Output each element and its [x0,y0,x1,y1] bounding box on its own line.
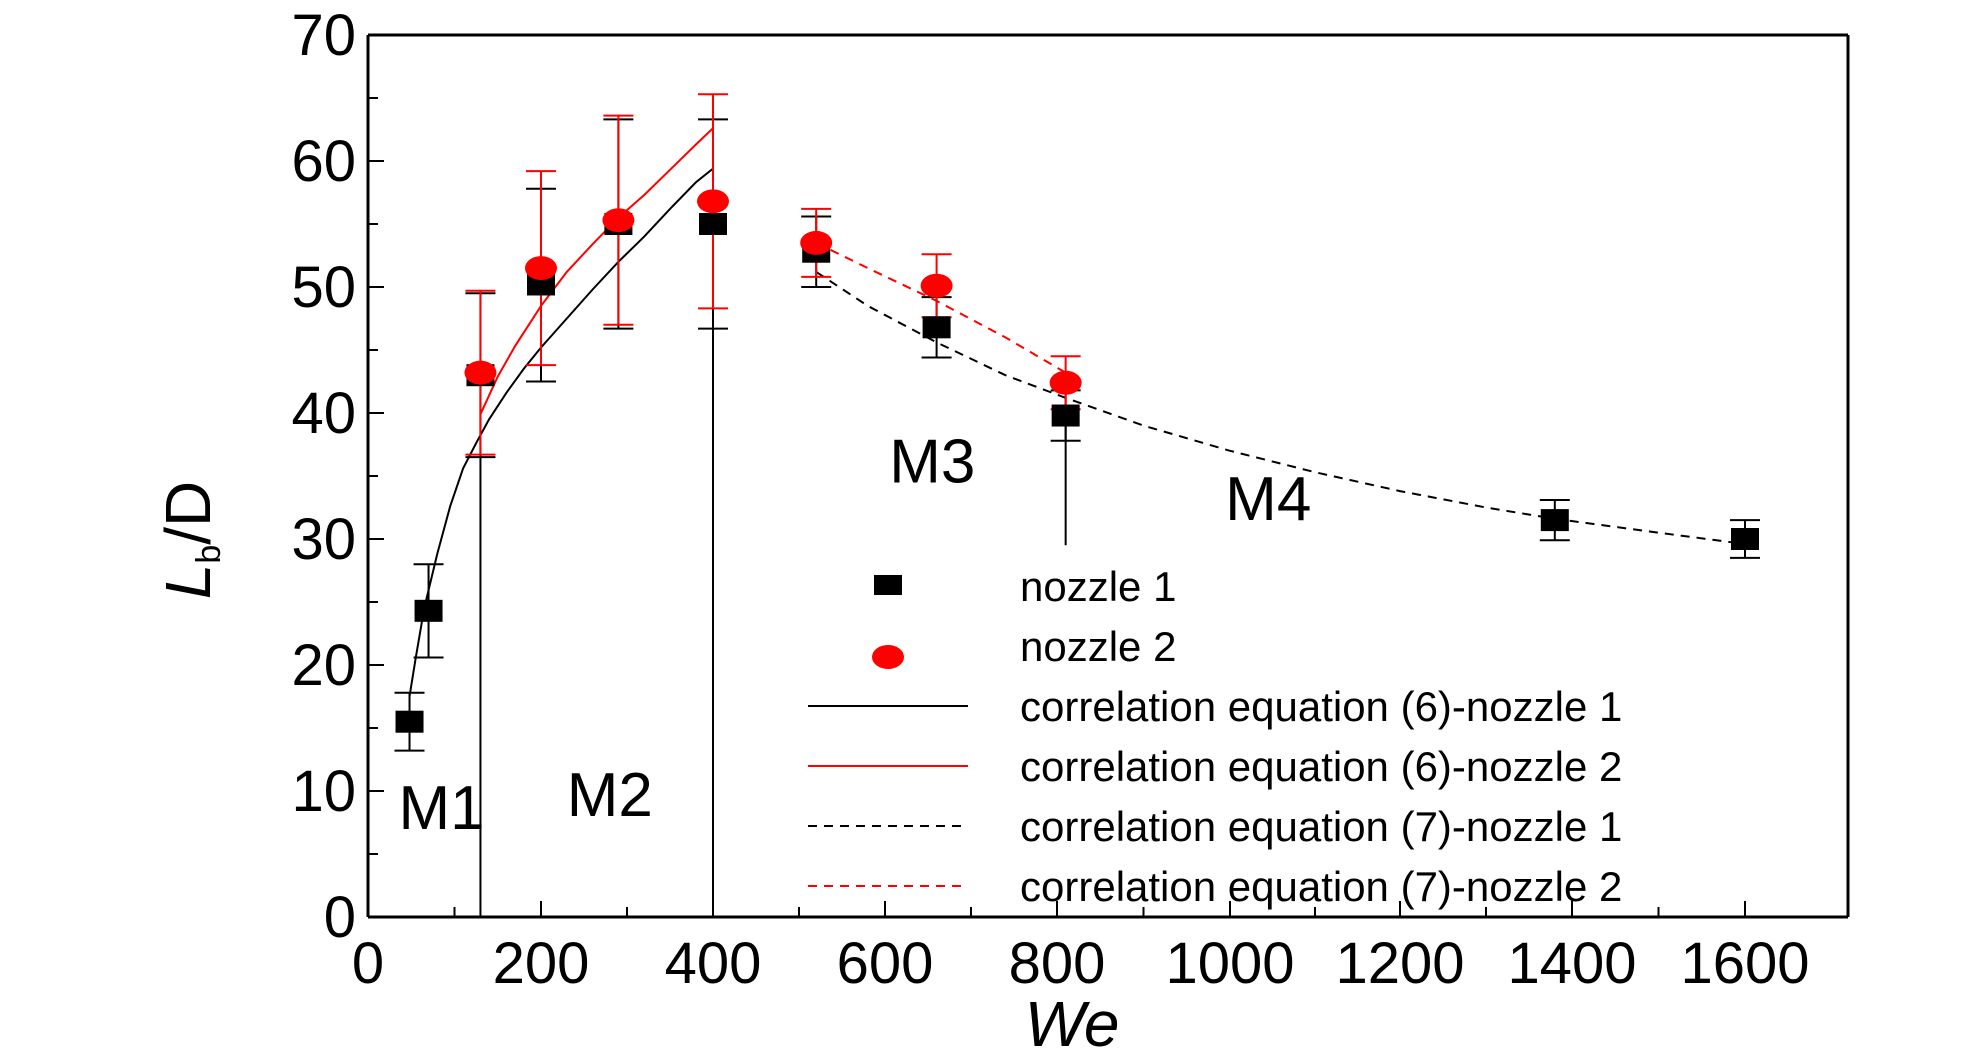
region-label: M3 [889,427,975,496]
region-label: M2 [567,761,653,830]
x-tick-label: 600 [837,931,934,996]
y-tick-label: 60 [291,129,356,194]
legend-label: correlation equation (7)-nozzle 2 [1020,863,1622,910]
legend-label: correlation equation (6)-nozzle 2 [1020,743,1622,790]
y-axis-title-rest: /D [152,481,224,545]
x-axis-title: We [1025,988,1120,1060]
data-point-square [414,599,443,622]
legend-label: correlation equation (6)-nozzle 1 [1020,683,1622,730]
data-point-square [1540,509,1569,532]
data-point-square [527,273,555,296]
x-tick-label: 400 [665,931,762,996]
x-tick-label: 1400 [1507,931,1636,996]
x-tick-label: 1000 [1165,931,1294,996]
data-point-square [922,316,951,339]
legend-swatch-square [874,575,902,595]
y-tick-label: 70 [291,3,356,68]
y-axis-title: Lb/D [152,481,228,600]
data-point-ellipse [464,360,497,385]
region-labels: M1 M2 M3 M4 [398,427,1311,843]
series-line [408,167,714,697]
data-point-square [1731,528,1759,550]
y-tick-label: 50 [291,255,356,320]
data-point-ellipse [800,230,833,255]
y-tick-label: 0 [324,885,356,950]
data-point-square [1051,404,1080,427]
y-tick-label: 20 [291,633,356,698]
legend-label: nozzle 1 [1020,563,1176,610]
x-axis-ticks: 0 200 400 600 800 1000 1200 1400 1600 [352,901,1810,996]
series-line [815,242,1067,374]
y-axis-title-main: L [152,564,224,600]
y-axis-ticks: 0 10 20 30 40 50 60 70 [291,3,384,950]
x-tick-label: 800 [1009,931,1106,996]
y-tick-label: 40 [291,381,356,446]
region-label: M1 [398,774,484,843]
legend-swatch-ellipse [872,645,904,669]
data-point-ellipse [697,189,729,214]
data-point-ellipse [920,273,953,298]
y-tick-label: 10 [291,759,356,824]
data-point-ellipse [602,208,635,233]
legend-label: correlation equation (7)-nozzle 1 [1020,803,1622,850]
data-point-square [395,710,424,733]
y-axis-title-sub: b [190,545,228,564]
data-point-ellipse [1049,370,1082,395]
region-label: M4 [1225,465,1311,534]
data-markers [395,189,1759,733]
legend: nozzle 1 nozzle 2 correlation equation (6)… [808,563,1622,910]
legend-label: nozzle 2 [1020,623,1176,670]
series-line [479,127,714,415]
x-tick-label: 200 [493,931,590,996]
x-tick-label: 1600 [1680,931,1809,996]
y-tick-label: 30 [291,507,356,572]
data-point-square [699,213,727,235]
data-point-ellipse [525,256,557,281]
x-tick-label: 1200 [1335,931,1464,996]
x-tick-label: 0 [352,931,384,996]
